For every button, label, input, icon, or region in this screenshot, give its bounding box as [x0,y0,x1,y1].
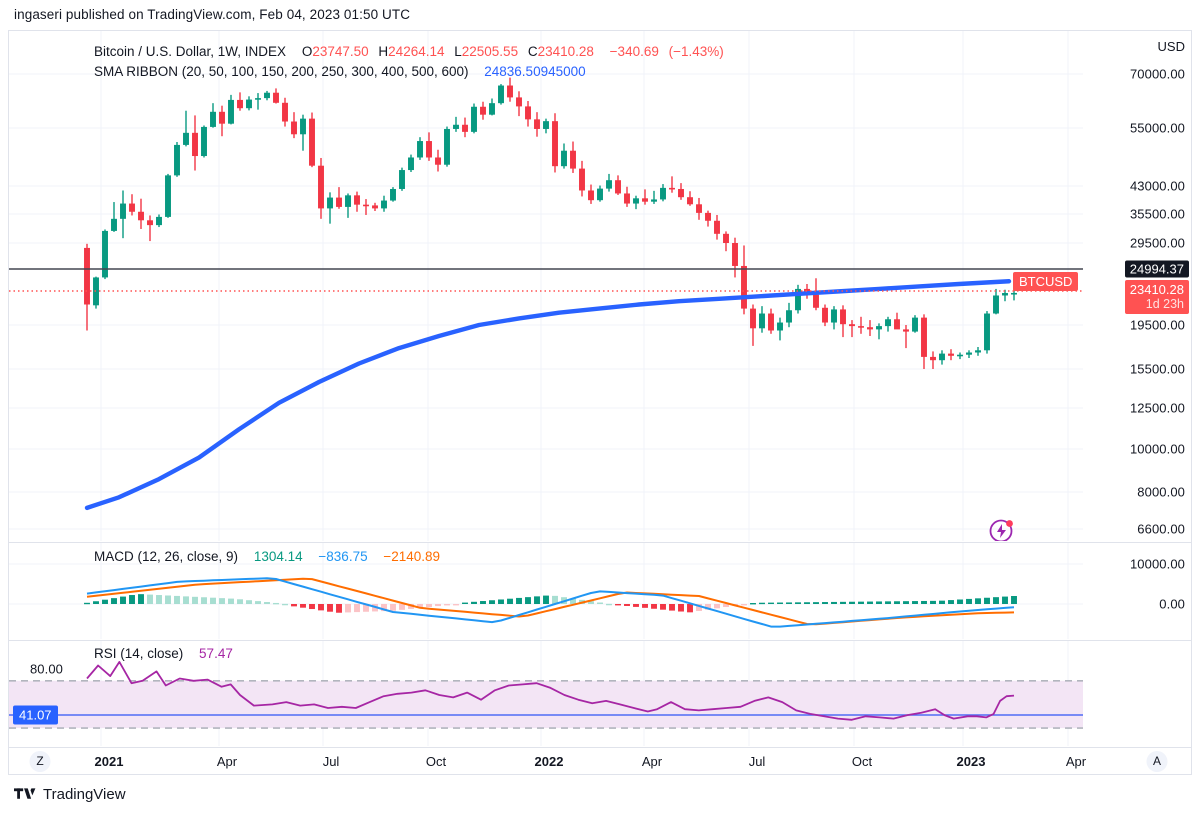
time-axis-label: 2022 [534,754,564,769]
last-price-value: 23410.28 [1129,282,1184,297]
price-candles-svg [9,31,1083,541]
time-axis-label: Apr [216,754,238,769]
tradingview-footer[interactable]: TradingView [14,786,126,803]
tradingview-logo-icon [14,788,36,799]
rsi-axis-tick: 80.00 [29,661,63,677]
macd-axis-tick: 0.00 [1159,596,1185,612]
price-axis-tick: 55000.00 [1129,120,1185,136]
price-axis-tick: 19500.00 [1129,317,1185,333]
chart-level-tag: 24994.37 [1124,260,1189,278]
price-axis-tick: 12500.00 [1129,400,1185,416]
macd-axis[interactable]: 10000.00 0.00 [1081,543,1191,640]
rsi-pane[interactable]: RSI (14, close) 57.47 80.00 41.07 [9,640,1191,747]
price-axis-tick: 43000.00 [1129,178,1185,194]
time-axis-label: 2021 [94,754,124,769]
price-axis-tick: 6600.00 [1137,521,1185,537]
symbol-source-badge: BTCUSD [1013,272,1079,291]
price-axis-tick: 8000.00 [1137,484,1185,500]
countdown-value: 1d 23h [1145,297,1184,311]
rsi-plot[interactable] [9,641,1083,747]
chart-frame: Bitcoin / U.S. Dollar, 1W, INDEX O23747.… [8,30,1192,775]
rsi-axis[interactable]: 80.00 [30,641,1191,747]
price-plot[interactable] [9,31,1083,541]
price-axis-unit: USD [1157,39,1185,54]
price-axis-tick: 10000.00 [1129,441,1185,457]
time-axis-label: Apr [641,754,663,769]
rsi-svg [9,641,1083,746]
price-axis-tick: 15500.00 [1129,361,1185,377]
time-axis-start-marker[interactable]: Z [29,751,51,772]
price-axis[interactable]: USD 70000.00 55000.00 43000.00 35500.00 2950… [1081,31,1191,541]
macd-pane[interactable]: MACD (12, 26, close, 9) 1304.14 −836.75 … [9,542,1191,640]
tradingview-brand-label: TradingView [43,786,126,803]
time-axis-label: Oct [425,754,447,769]
price-axis-tick: 70000.00 [1129,66,1185,82]
publisher-attribution: ingaseri published on TradingView.com, F… [14,7,411,22]
macd-plot[interactable] [9,543,1083,640]
time-axis-end-marker[interactable]: A [1146,751,1168,772]
price-axis-tick: 29500.00 [1129,235,1185,251]
time-axis[interactable]: Z A 2021 Apr Jul Oct 2022 Apr Jul Oct 2023 Apr [9,747,1191,776]
macd-svg [9,543,1083,639]
time-axis-label: Oct [851,754,873,769]
last-price-tag: 23410.28 1d 23h [1124,280,1189,314]
rsi-baseline-tag: 41.07 [13,705,58,725]
price-axis-tick: 35500.00 [1129,206,1185,222]
price-pane[interactable]: Bitcoin / U.S. Dollar, 1W, INDEX O23747.… [9,31,1191,541]
time-axis-label: Apr [1065,754,1087,769]
time-axis-label: 2023 [956,754,986,769]
time-axis-label: Jul [748,754,766,769]
lightning-badge-icon [988,516,1016,541]
macd-axis-tick: 10000.00 [1129,556,1185,572]
time-axis-label: Jul [322,754,340,769]
